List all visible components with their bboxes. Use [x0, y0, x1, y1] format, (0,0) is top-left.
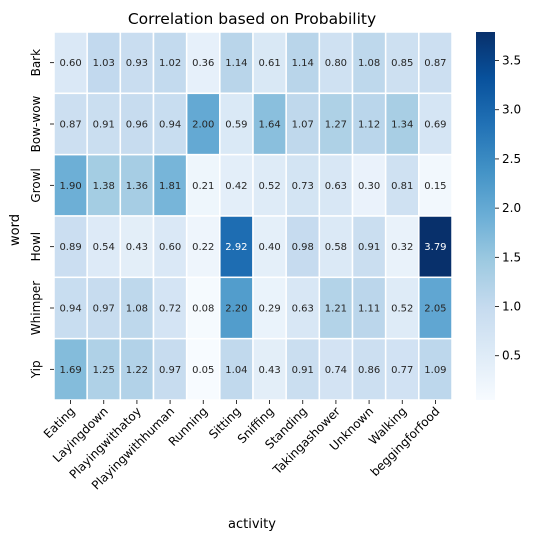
cell-value-label: 1.09: [424, 365, 446, 376]
cell-value-label: 0.80: [325, 58, 347, 69]
cell-value-label: 2.05: [424, 304, 446, 315]
cell-value-label: 0.94: [59, 304, 81, 315]
cell-value-label: 0.94: [159, 120, 181, 131]
cell-value-label: 0.15: [424, 181, 446, 192]
cell-value-label: 1.34: [391, 120, 413, 131]
cell-value-label: 1.03: [93, 58, 115, 69]
cell-value-label: 1.38: [93, 181, 115, 192]
cell-value-label: 0.36: [192, 58, 214, 69]
y-tick-label: Bow-wow: [29, 95, 43, 152]
y-tick-label: Yip: [29, 360, 43, 379]
cell-value-label: 1.14: [225, 58, 247, 69]
cell-value-label: 0.52: [258, 181, 280, 192]
cell-value-label: 0.05: [192, 365, 214, 376]
cell-value-label: 0.85: [391, 58, 413, 69]
cell-value-label: 0.58: [325, 242, 347, 253]
x-axis-label: activity: [228, 517, 276, 532]
cell-value-label: 0.43: [258, 365, 280, 376]
cell-value-label: 0.74: [325, 365, 347, 376]
cell-value-label: 0.59: [225, 120, 247, 131]
cell-value-label: 0.22: [192, 242, 214, 253]
cell-value-label: 0.87: [424, 58, 446, 69]
cell-value-label: 0.29: [258, 304, 280, 315]
cell-value-label: 1.90: [59, 181, 81, 192]
cell-value-label: 1.25: [93, 365, 115, 376]
cell-value-label: 0.97: [159, 365, 181, 376]
cell-value-label: 0.72: [159, 304, 181, 315]
cell-value-label: 1.08: [126, 304, 148, 315]
y-tick-label: Whimper: [29, 281, 43, 335]
cell-value-label: 1.04: [225, 365, 247, 376]
cell-value-label: 2.20: [225, 304, 247, 315]
cell-value-label: 0.87: [59, 120, 81, 131]
cell-value-label: 0.91: [358, 242, 380, 253]
cell-value-label: 0.32: [391, 242, 413, 253]
cell-value-label: 0.89: [59, 242, 81, 253]
cell-value-label: 0.91: [292, 365, 314, 376]
cell-value-label: 0.54: [93, 242, 115, 253]
cell-value-label: 0.69: [424, 120, 446, 131]
cell-value-label: 1.02: [159, 58, 181, 69]
y-tick-label: Growl: [29, 168, 43, 202]
cell-value-label: 1.21: [325, 304, 347, 315]
cell-value-label: 0.81: [391, 181, 413, 192]
cell-value-label: 1.27: [325, 120, 347, 131]
cell-value-label: 1.08: [358, 58, 380, 69]
y-axis-ticks: Bark Bow-wow Growl Howl Whimper Yip: [29, 49, 54, 379]
cell-value-label: 2.92: [225, 242, 247, 253]
colorbar-tick-label: 2.0: [502, 201, 521, 215]
cell-value-label: 0.98: [292, 242, 314, 253]
cell-value-label: 0.52: [391, 304, 413, 315]
cell-value-label: 1.69: [59, 365, 81, 376]
cell-value-label: 0.30: [358, 181, 380, 192]
cell-value-label: 0.73: [292, 181, 314, 192]
colorbar-tick-label: 1.0: [502, 300, 521, 314]
cell-value-label: 0.60: [59, 58, 81, 69]
colorbar-tick-label: 2.5: [502, 152, 521, 166]
cell-value-label: 0.61: [258, 58, 280, 69]
cell-value-label: 0.77: [391, 365, 413, 376]
cell-value-label: 1.64: [258, 120, 280, 131]
cell-value-label: 1.81: [159, 181, 181, 192]
colorbar: 0.5 1.0 1.5 2.0 2.5 3.0 3.5: [476, 32, 521, 400]
y-axis-label: word: [8, 214, 23, 246]
cell-value-label: 0.86: [358, 365, 380, 376]
heatmap-cells: [54, 32, 452, 400]
colorbar-tick-label: 3.0: [502, 103, 521, 117]
cell-value-label: 1.22: [126, 365, 148, 376]
colorbar-gradient: [476, 32, 495, 400]
y-tick-label: Howl: [29, 232, 43, 262]
cell-value-label: 0.93: [126, 58, 148, 69]
cell-value-label: 0.63: [292, 304, 314, 315]
cell-value-label: 0.63: [325, 181, 347, 192]
colorbar-tick-label: 0.5: [502, 349, 521, 363]
x-axis-ticks: EatingLayingdownPlayingwithatoyPlayingwi…: [41, 400, 443, 493]
cell-value-label: 0.60: [159, 242, 181, 253]
cell-value-label: 0.96: [126, 120, 148, 131]
colorbar-tick-label: 3.5: [502, 54, 521, 68]
cell-value-label: 0.97: [93, 304, 115, 315]
cell-value-label: 3.79: [424, 242, 446, 253]
cell-value-label: 0.40: [258, 242, 280, 253]
colorbar-tick-label: 1.5: [502, 250, 521, 264]
cell-value-label: 0.42: [225, 181, 247, 192]
cell-value-label: 0.91: [93, 120, 115, 131]
cell-value-label: 1.36: [126, 181, 148, 192]
cell-value-label: 0.43: [126, 242, 148, 253]
cell-value-label: 1.14: [292, 58, 314, 69]
cell-value-label: 2.00: [192, 120, 214, 131]
cell-value-label: 1.12: [358, 120, 380, 131]
chart-title: Correlation based on Probability: [128, 10, 376, 28]
y-tick-label: Bark: [29, 49, 43, 77]
cell-value-label: 1.07: [292, 120, 314, 131]
cell-value-label: 0.08: [192, 304, 214, 315]
cell-value-label: 1.11: [358, 304, 380, 315]
cell-value-label: 0.21: [192, 181, 214, 192]
